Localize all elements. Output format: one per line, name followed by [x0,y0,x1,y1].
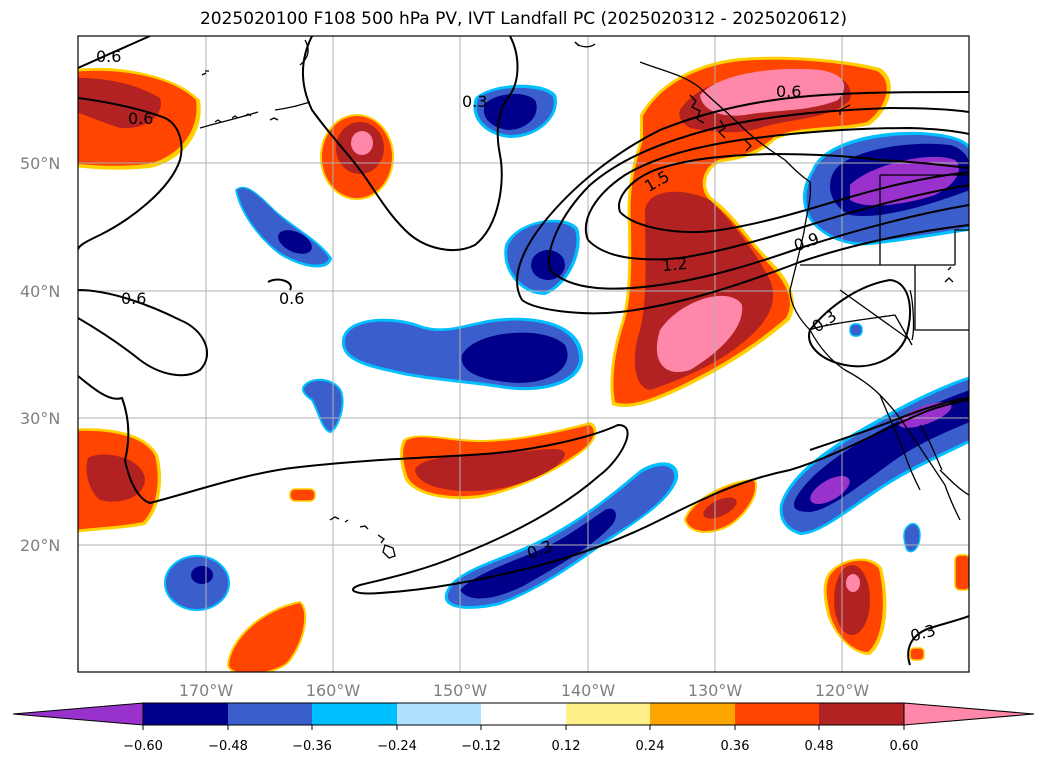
map-frame [77,35,970,673]
negative-anomaly-tiny [903,523,921,553]
colorbar-segment [566,703,650,725]
lat-label: 50°N [20,154,60,173]
contours [78,36,969,666]
negative-anomaly-small [849,323,863,337]
colorbar-segment [650,703,735,725]
negative-anomaly-165w [235,186,332,268]
colorbar-tick-label: −0.36 [292,739,332,754]
colorbar-tick-label: 0.48 [805,739,834,754]
negative-anomaly-143w [504,219,580,295]
lon-label: 160°W [306,681,361,700]
lon-label: 130°W [688,681,743,700]
map-title: 2025020100 F108 500 hPa PV, IVT Landfall… [199,9,847,29]
contour-label: 0.3 [462,92,487,111]
colorbar-extend-high [903,702,1035,726]
positive-anomaly-far-west [78,428,162,533]
colorbar-extend-low [12,702,144,726]
colorbar-frame [142,702,905,726]
colorbar-tick-label: 0.60 [890,739,919,754]
positive-anomaly-120w [823,558,887,655]
colorbar-tick-label: −0.12 [461,739,501,754]
lat-label: 40°N [20,282,60,301]
positive-anomaly-168w [226,600,307,672]
colorbar-tick-label: 0.24 [636,739,665,754]
contour-label: 0.6 [121,289,146,308]
colorbar: −0.60 −0.48 −0.36 −0.24 −0.12 0.12 0.24 … [12,702,1035,754]
positive-anomaly-158w [320,114,394,200]
gridlines [78,36,969,672]
lon-label: 140°W [561,681,616,700]
colorbar-segment [312,703,397,725]
positive-anomaly-150w [400,422,597,500]
negative-anomaly-148w [341,317,584,391]
contour-label: 0.6 [776,82,801,101]
colorbar-tick-label: −0.60 [123,739,163,754]
lon-label: 170°W [179,681,234,700]
contour-label: 0.6 [96,47,121,66]
lat-label: 30°N [20,409,60,428]
latitude-axis: 50°N 40°N 30°N 20°N [20,154,60,555]
contour-label: 0.6 [128,109,153,128]
lat-label: 20°N [20,536,60,555]
colorbar-segment [228,703,312,725]
colorbar-tick-label: −0.48 [208,739,248,754]
negative-anomaly-172w [164,555,230,611]
colorbar-segment [143,703,228,725]
lon-label: 120°W [815,681,870,700]
colorbar-segment [819,703,904,725]
lon-label: 150°W [433,681,488,700]
positive-anomaly-northwest [78,67,201,170]
positive-anomaly-130w [683,478,757,533]
colorbar-tick-label: −0.24 [377,739,417,754]
negative-anomaly-pacific-northwest [803,131,969,246]
colorbar-tick-label: 0.36 [721,739,750,754]
contour-label: 1.2 [661,254,688,275]
negative-anomaly-145w [473,84,557,138]
colorbar-segment [735,703,819,725]
positive-anomaly-tiny-2 [909,647,925,661]
positive-anomaly-small-160w [289,488,316,502]
longitude-axis: 170°W 160°W 150°W 140°W 130°W 120°W [179,681,870,700]
colorbar-segment [481,703,566,725]
contour-label: 0.6 [279,289,304,308]
colorbar-tick-label: 0.12 [552,739,581,754]
colorbar-segment [397,703,481,725]
positive-anomaly-tiny-1 [954,554,969,591]
